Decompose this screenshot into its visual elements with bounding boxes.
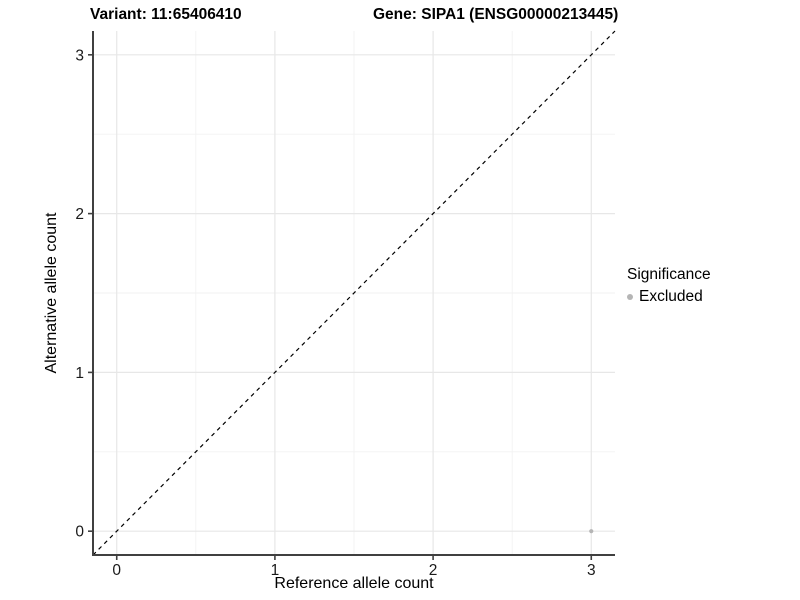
legend-item-label: Excluded [639, 288, 703, 305]
gene-title: Gene: SIPA1 (ENSG00000213445) [373, 6, 619, 23]
y-tick-label: 2 [75, 206, 84, 223]
y-tick-label: 1 [75, 365, 84, 382]
y-tick-label: 3 [75, 47, 84, 64]
variant-title: Variant: 11:65406410 [90, 6, 242, 23]
x-tick-label: 0 [112, 562, 121, 579]
data-point [589, 529, 594, 534]
y-axis-title: Alternative allele count [43, 212, 60, 374]
x-tick-label: 3 [587, 562, 596, 579]
x-tick-label: 1 [271, 562, 280, 579]
legend-title: Significance [627, 266, 711, 283]
x-tick-label: 2 [429, 562, 438, 579]
x-axis-title: Reference allele count [274, 575, 434, 592]
identity-line [92, 30, 616, 556]
y-tick-label: 0 [75, 524, 84, 541]
legend: Significance Excluded [627, 266, 711, 306]
legend-item-excluded: Excluded [627, 288, 711, 306]
excluded-marker-icon [627, 294, 633, 300]
